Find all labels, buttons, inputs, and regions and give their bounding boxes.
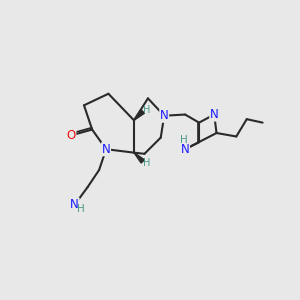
Text: N: N: [70, 198, 79, 211]
Polygon shape: [134, 110, 145, 120]
Text: O: O: [67, 129, 76, 142]
Text: H: H: [180, 135, 188, 145]
Text: H: H: [77, 204, 85, 214]
Text: N: N: [102, 143, 110, 156]
Text: N: N: [160, 109, 169, 122]
Text: H: H: [143, 158, 151, 168]
Text: N: N: [181, 143, 190, 156]
Text: N: N: [210, 108, 219, 121]
Polygon shape: [134, 153, 145, 163]
Text: H: H: [143, 105, 151, 115]
